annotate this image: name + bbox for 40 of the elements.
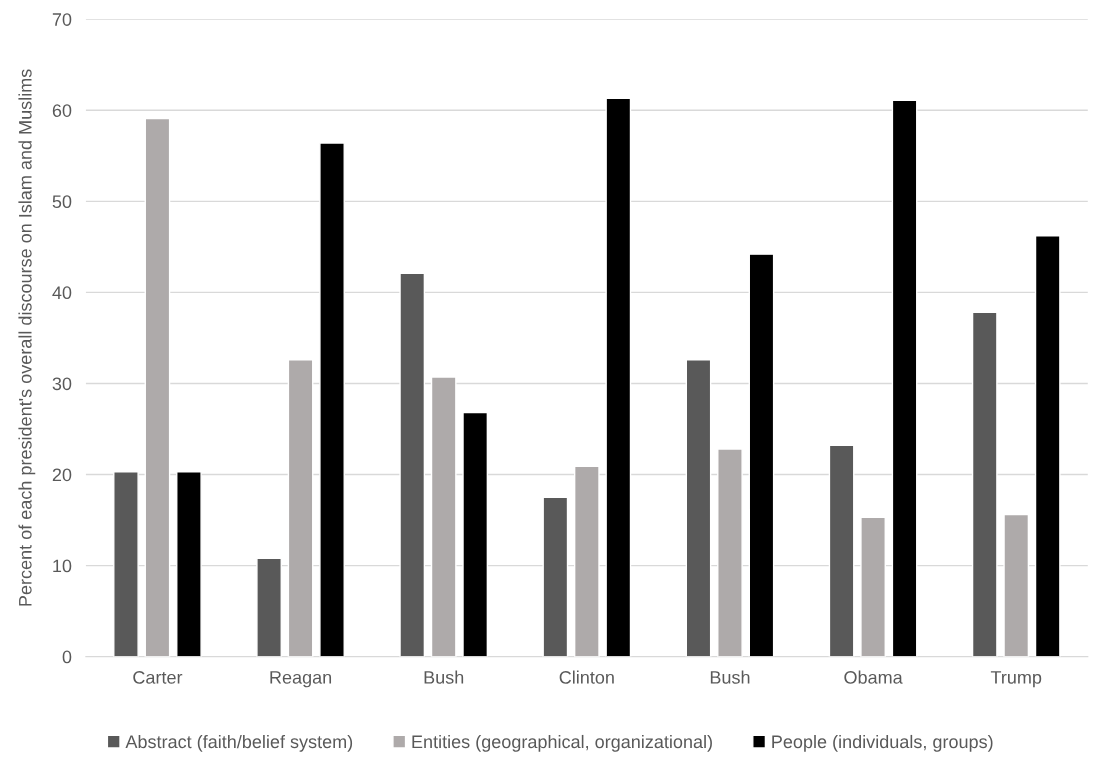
y-tick-label: 10 <box>53 559 72 573</box>
x-tick-label: Bush <box>710 670 750 684</box>
x-tick-label: Carter <box>133 671 183 684</box>
x-tick-label: Bush <box>424 670 464 684</box>
x-tick-label: Clinton <box>559 670 614 684</box>
legend-label: Entities (geographical, organizational) <box>412 734 712 752</box>
x-tick-label: Reagan <box>270 671 332 688</box>
y-tick-label: 30 <box>52 377 72 391</box>
legend-label: Abstract (faith/belief system) <box>125 734 353 752</box>
bar <box>573 465 600 657</box>
bar <box>176 471 202 657</box>
bar <box>828 444 855 657</box>
bar <box>256 557 282 657</box>
y-tick-label: 0 <box>62 650 72 664</box>
bar <box>399 272 426 657</box>
y-tick-label: 20 <box>52 468 72 482</box>
legend-label: People (individuals, groups) <box>772 734 993 752</box>
bar <box>748 253 775 657</box>
bar <box>430 376 457 657</box>
y-axis-title: Percent of each president's overall discourse on Islam and Muslims <box>18 69 36 606</box>
bar <box>113 471 139 657</box>
bar <box>1003 513 1030 657</box>
bar <box>685 359 712 657</box>
y-tick-label: 40 <box>52 286 72 300</box>
bar <box>891 99 918 657</box>
bar <box>287 359 314 657</box>
x-tick-label: Obama <box>844 670 903 684</box>
y-tick-label: 70 <box>52 13 72 26</box>
bar <box>605 97 632 657</box>
y-tick-label: 60 <box>52 104 72 117</box>
bar <box>462 411 489 657</box>
bar <box>319 142 345 657</box>
bar <box>1034 235 1061 657</box>
y-tick-label: 50 <box>52 195 72 209</box>
bar <box>971 311 998 657</box>
bar <box>717 448 743 657</box>
x-tick-label: Trump <box>990 671 1042 688</box>
bar <box>144 117 171 657</box>
bar <box>860 516 886 657</box>
bar <box>542 496 569 657</box>
